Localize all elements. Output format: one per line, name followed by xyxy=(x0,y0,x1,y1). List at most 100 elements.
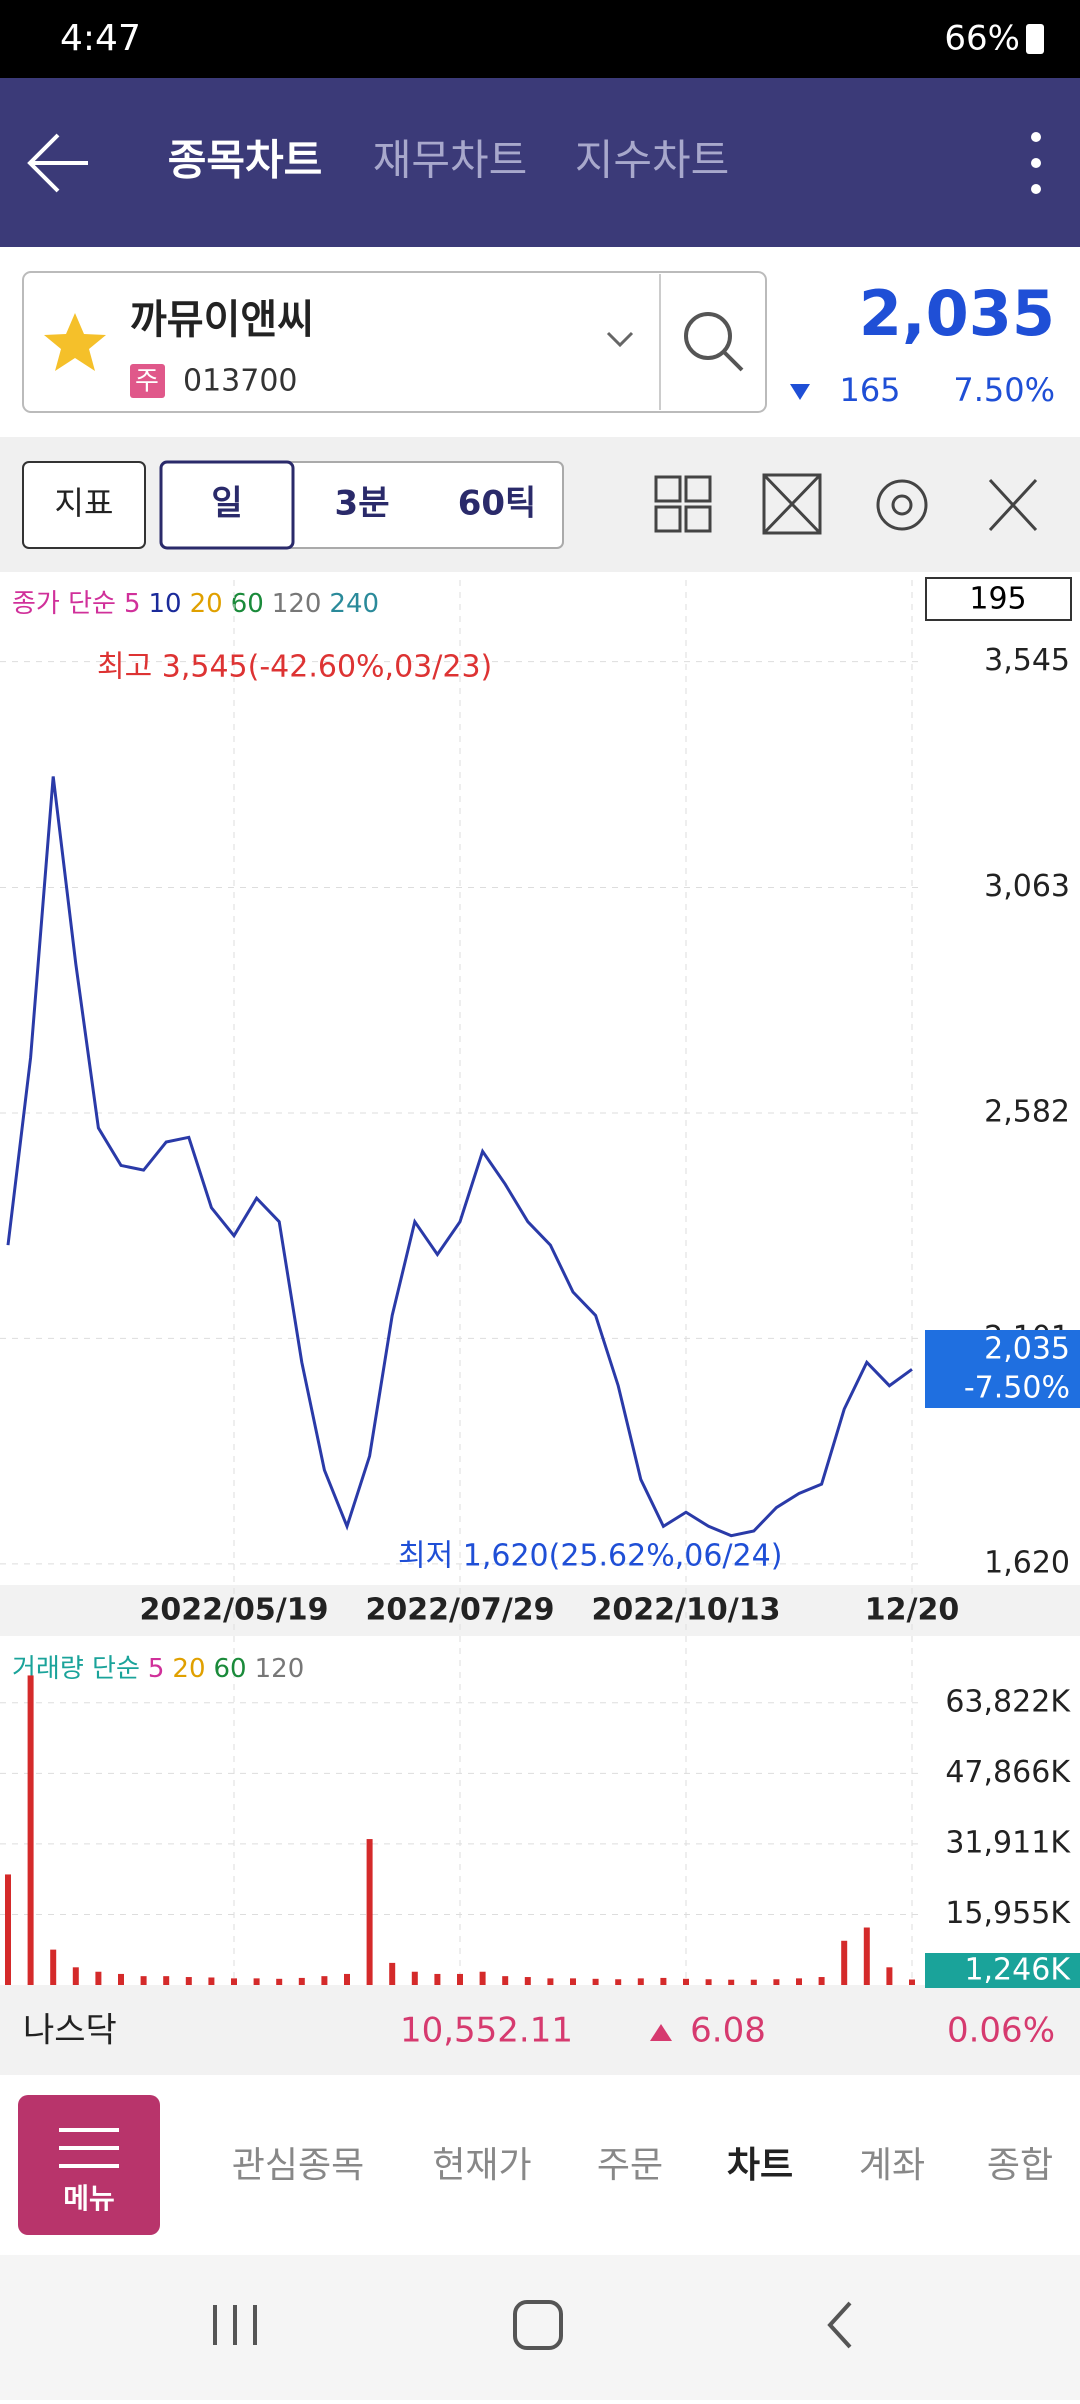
period[interactable]: 일 xyxy=(211,484,242,524)
volume-bar xyxy=(502,1976,509,1985)
volume-bar xyxy=(321,1976,328,1985)
date-axis xyxy=(0,1585,1080,1636)
legend-label: 종가 단순 xyxy=(12,589,116,619)
volume-bar xyxy=(683,1978,689,1985)
tab[interactable]: 지수차트 xyxy=(575,136,730,185)
x-tick-label: 2022/05/19 xyxy=(140,1593,329,1628)
y-tick-label: 2,582 xyxy=(984,1094,1070,1129)
menu-icon xyxy=(59,2128,119,2168)
volume-bar xyxy=(705,1979,712,1985)
volume-bar xyxy=(660,1977,667,1985)
volume-bar xyxy=(841,1940,848,1985)
volume-bar xyxy=(570,1978,576,1985)
legend-item: 5 xyxy=(148,1654,165,1684)
back[interactable] xyxy=(827,2301,852,2349)
count: 195 xyxy=(969,582,1026,617)
index-name: 나스닥 xyxy=(23,2011,117,2051)
volume-bar xyxy=(231,1978,237,1985)
period[interactable]: 3분 xyxy=(335,484,390,524)
legend-item: 60 xyxy=(214,1654,247,1684)
volume-bar xyxy=(27,1675,34,1985)
legend-item: 10 xyxy=(149,589,182,619)
volume-bar xyxy=(547,1978,554,1985)
volume-bar xyxy=(592,1978,599,1985)
search-button[interactable] xyxy=(684,312,744,372)
volume-bar xyxy=(479,1971,486,1985)
nav-item[interactable]: 주문 xyxy=(597,2145,663,2186)
volume-bar xyxy=(298,1977,305,1985)
index-bar xyxy=(0,1985,1080,2075)
volume-bar xyxy=(615,1979,622,1985)
current-price: 2,035 xyxy=(984,1332,1070,1367)
nav-item[interactable]: 관심종목 xyxy=(232,2145,364,2186)
price: 2,035 xyxy=(859,277,1055,350)
nav-item[interactable]: 현재가 xyxy=(432,2145,531,2186)
back-button[interactable] xyxy=(27,133,88,193)
volume-bar xyxy=(909,1979,915,1985)
x-tick-label: 12/20 xyxy=(865,1593,959,1628)
x-tick-label: 2022/07/29 xyxy=(366,1593,555,1628)
recent-apps[interactable] xyxy=(213,2305,257,2345)
up-arrow xyxy=(650,2024,672,2041)
bottom-nav xyxy=(0,2075,1080,2255)
volume-legend: 거래량 단순 5 20 60 120 xyxy=(12,1654,304,1684)
stock-name: 까뮤이앤씨 xyxy=(130,297,314,343)
tools-button[interactable] xyxy=(988,478,1038,532)
indicator: 지표 xyxy=(55,484,114,522)
home[interactable] xyxy=(513,2300,563,2350)
volume-bar xyxy=(50,1949,57,1985)
legend-item: 60 xyxy=(231,589,264,619)
dropdown[interactable] xyxy=(606,331,634,348)
favorite-star[interactable] xyxy=(44,313,106,371)
change-pct: 7.50% xyxy=(953,371,1055,409)
nav-item[interactable]: 차트 xyxy=(727,2145,793,2186)
battery: 66% xyxy=(944,19,1020,59)
tab[interactable]: 종목차트 xyxy=(168,136,323,185)
volume-bar xyxy=(344,1973,350,1985)
volume-bar xyxy=(118,1973,124,1985)
close-line xyxy=(6,776,913,1538)
period[interactable]: 60틱 xyxy=(458,484,537,524)
nav-item[interactable]: 계좌 xyxy=(859,2145,925,2186)
y-tick-label: 63,822K xyxy=(945,1684,1071,1719)
volume-panel xyxy=(0,1636,1080,1985)
current-volume: 1,246K xyxy=(964,1953,1071,1988)
market-badge xyxy=(130,364,165,398)
battery-icon xyxy=(1026,24,1044,54)
volume-bar xyxy=(95,1971,102,1985)
market: 주 xyxy=(135,367,159,397)
current-price-box xyxy=(925,1330,1080,1408)
index-value: 10,552.11 xyxy=(400,2011,573,2051)
volume-bar xyxy=(818,1977,825,1985)
legend-item: 20 xyxy=(190,589,223,619)
layout-button[interactable] xyxy=(654,475,712,533)
nav-item[interactable]: 종합 xyxy=(987,2145,1053,2186)
volume-bar xyxy=(637,1978,644,1985)
index-change: 6.08 xyxy=(690,2011,766,2051)
settings-button[interactable] xyxy=(876,479,928,531)
stock-code: 013700 xyxy=(183,364,298,399)
indicator-button[interactable] xyxy=(22,461,146,549)
down-arrow xyxy=(790,384,810,400)
legend-item: 20 xyxy=(172,1654,205,1684)
volume-bar xyxy=(773,1979,780,1985)
volume-bar xyxy=(276,1978,283,1985)
y-tick-label: 3,063 xyxy=(984,869,1070,904)
y-tick-label: 15,955K xyxy=(945,1896,1071,1931)
fullscreen-button[interactable] xyxy=(762,473,822,535)
volume-bar xyxy=(163,1976,170,1985)
current-volume-box xyxy=(925,1953,1080,1988)
price-legend: 종가 단순 5 10 20 60 120 240 xyxy=(12,589,379,619)
legend-item: 240 xyxy=(329,589,379,619)
tab[interactable]: 재무차트 xyxy=(373,136,528,185)
y-tick-label: 3,545 xyxy=(984,643,1070,678)
period-selected[interactable] xyxy=(159,460,295,550)
more-button[interactable] xyxy=(1031,132,1041,194)
stock-box[interactable] xyxy=(22,271,767,413)
legend-item: 5 xyxy=(124,589,141,619)
volume-bar xyxy=(5,1874,11,1985)
x-tick-label: 2022/10/13 xyxy=(592,1593,781,1628)
volume-bar xyxy=(524,1977,531,1985)
legend-item: 120 xyxy=(255,1654,305,1684)
